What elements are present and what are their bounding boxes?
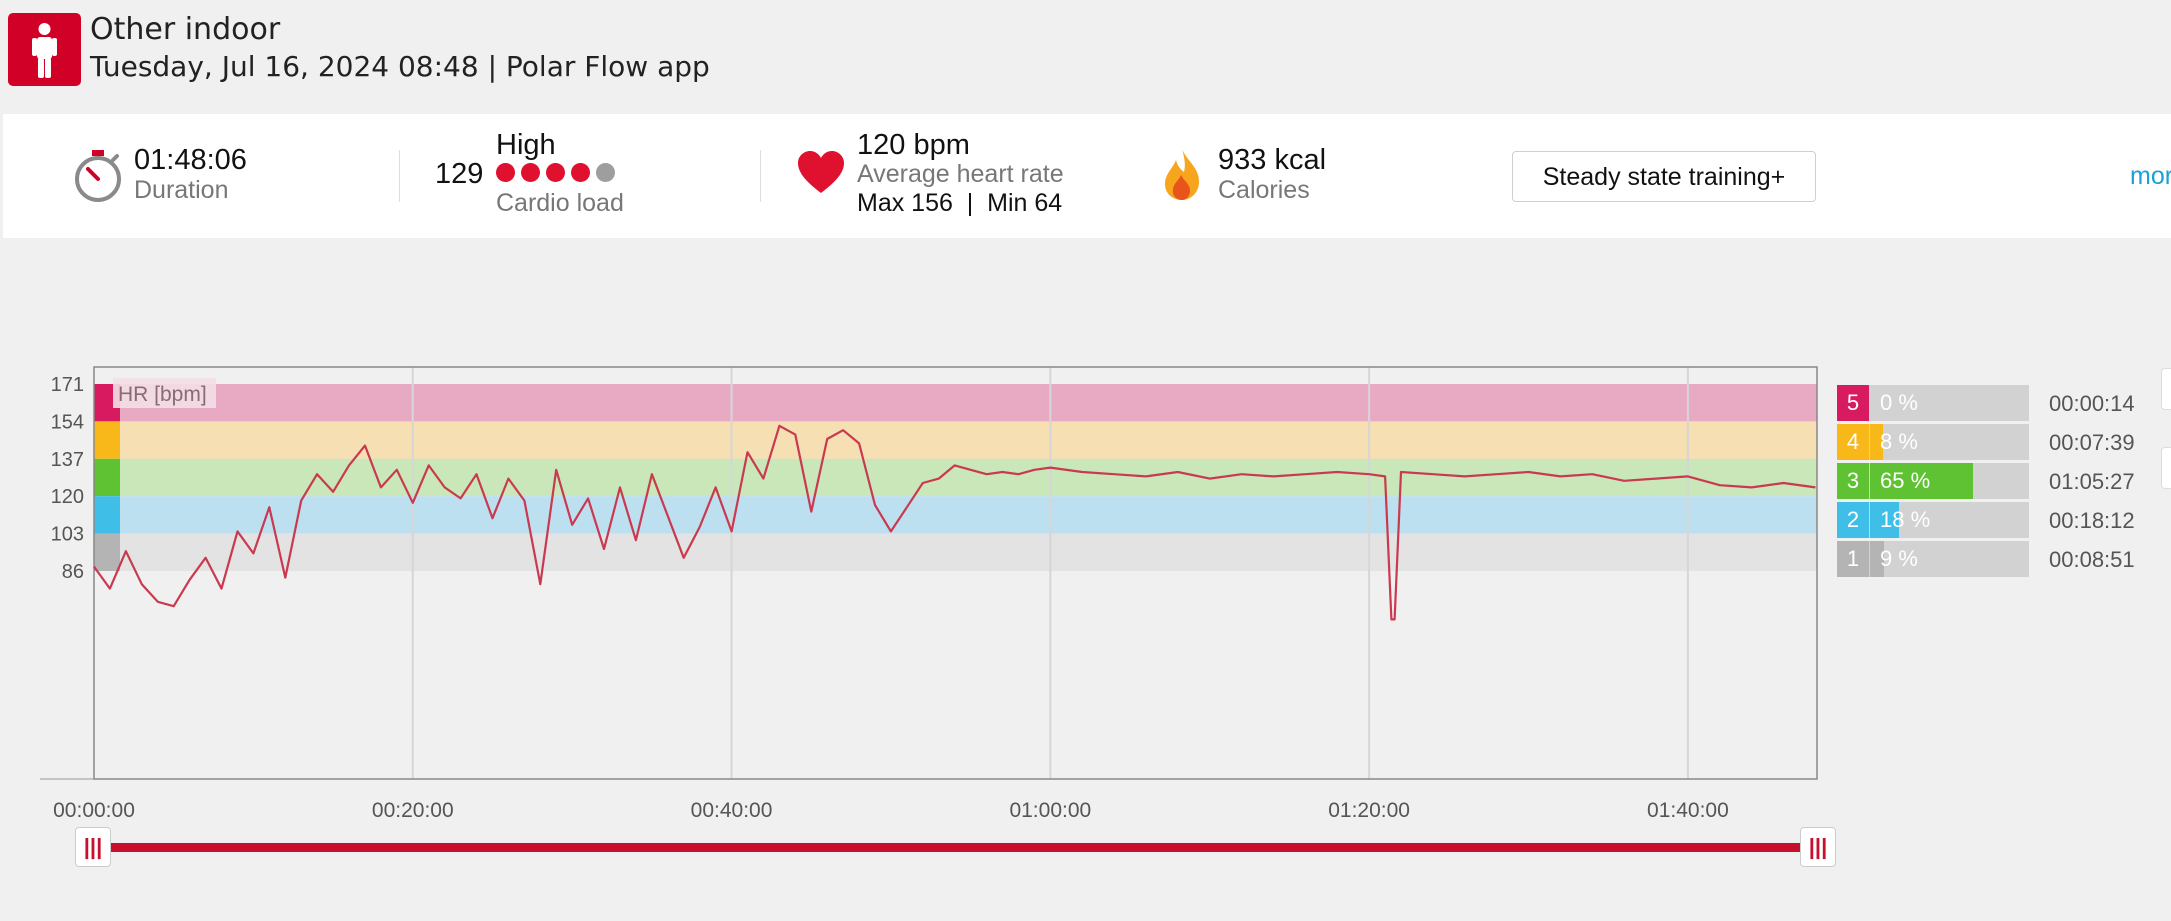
divider xyxy=(760,150,761,202)
x-tick-label: 01:20:00 xyxy=(1328,799,1410,820)
cardio-load-level: High xyxy=(496,129,556,161)
hr-series-line xyxy=(93,424,1816,621)
zone-share-bar xyxy=(1870,541,1885,577)
zone-number: 1 xyxy=(1837,541,1869,577)
side-panel-tab[interactable] xyxy=(2161,447,2171,489)
hr-zone-marker xyxy=(94,533,120,571)
heart-rate-chart: 171 154 137 120 103 86 00:00:00 00:20:00 00:40:… xyxy=(40,366,1818,820)
y-tick-label: 154 xyxy=(51,411,84,433)
zone-number: 2 xyxy=(1837,502,1869,538)
side-panel-tab[interactable] xyxy=(2161,368,2171,410)
x-tick-label: 01:00:00 xyxy=(1009,799,1091,820)
range-slider-track[interactable] xyxy=(94,843,1818,852)
zone-share-bar xyxy=(1870,463,1974,499)
load-dot-icon xyxy=(571,163,590,182)
calories-value: 933 kcal xyxy=(1218,144,1327,176)
avg-hr-value: 120 bpm xyxy=(857,129,970,161)
zone-percent: 18 % xyxy=(1880,507,1931,532)
zone-legend-row: 1 9 % xyxy=(1837,541,2029,577)
load-dot-icon xyxy=(496,163,515,182)
cardio-load-value: 129 xyxy=(435,158,484,190)
more-link[interactable]: mor xyxy=(2130,162,2171,190)
zone-number: 3 xyxy=(1837,463,1869,499)
person-standing-icon xyxy=(32,23,57,78)
zone-share-bar xyxy=(1870,502,1899,538)
y-tick-label: 86 xyxy=(62,561,84,583)
max-min-hr: Max 156 | Min 64 xyxy=(857,189,1063,217)
hr-zone-marker xyxy=(94,458,120,497)
heart-icon xyxy=(798,151,844,193)
hr-zone-band xyxy=(94,496,1817,534)
zone-share-bar xyxy=(1870,424,1883,460)
divider xyxy=(399,150,400,202)
zone-legend-row: 3 65 % xyxy=(1837,463,2029,499)
x-tick-label: 01:40:00 xyxy=(1647,799,1729,820)
zone-percent: 65 % xyxy=(1880,468,1931,493)
activity-type-icon xyxy=(8,13,81,86)
load-dot-icon xyxy=(521,163,540,182)
hr-zone-marker xyxy=(94,421,120,459)
activity-datetime-source: Tuesday, Jul 16, 2024 08:48 | Polar Flow… xyxy=(90,50,710,83)
zone-legend-row: 2 18 % xyxy=(1837,502,2029,538)
y-tick-label: 120 xyxy=(51,486,84,508)
zone-percent: 0 % xyxy=(1880,390,1918,415)
summary-bar xyxy=(3,114,2171,238)
zone-time: 00:07:39 xyxy=(2049,430,2135,455)
flame-icon xyxy=(1165,149,1200,200)
calories-label: Calories xyxy=(1218,176,1310,204)
hr-zone-marker xyxy=(94,496,120,534)
x-tick-label: 00:40:00 xyxy=(691,799,773,820)
chart-legend-box xyxy=(113,378,216,408)
chart-legend-label: HR [bpm] xyxy=(118,383,207,406)
cardio-load-label: Cardio load xyxy=(496,189,624,217)
zone-time: 00:00:14 xyxy=(2049,391,2135,416)
zone-number: 4 xyxy=(1837,424,1869,460)
zone-time: 01:05:27 xyxy=(2049,469,2135,494)
stopwatch-icon xyxy=(75,150,121,202)
plot-frame xyxy=(93,366,1818,780)
y-tick-label: 103 xyxy=(51,524,84,546)
range-end-handle[interactable]: ||| xyxy=(1800,827,1836,867)
zone-time: 00:08:51 xyxy=(2049,547,2135,572)
y-tick-label: 137 xyxy=(51,449,84,471)
duration-label: Duration xyxy=(134,176,229,204)
cardio-load-dots xyxy=(496,163,621,182)
duration-value: 01:48:06 xyxy=(134,144,247,176)
training-benefit-button[interactable]: Steady state training+ xyxy=(1512,151,1816,202)
range-start-handle[interactable]: ||| xyxy=(75,827,111,867)
load-dot-icon xyxy=(546,163,565,182)
zone-percent: 8 % xyxy=(1880,429,1918,454)
hr-zone-band xyxy=(94,533,1817,571)
x-tick-label: 00:20:00 xyxy=(372,799,454,820)
hr-zone-band xyxy=(94,384,1817,422)
zone-legend-row: 5 0 % xyxy=(1837,385,2029,421)
zone-number: 5 xyxy=(1837,385,1869,421)
y-tick-label: 171 xyxy=(51,374,84,396)
zone-percent: 9 % xyxy=(1880,546,1918,571)
hr-zone-band xyxy=(94,421,1817,459)
zone-legend-row: 4 8 % xyxy=(1837,424,2029,460)
zone-time: 00:18:12 xyxy=(2049,508,2135,533)
avg-hr-label: Average heart rate xyxy=(857,160,1064,188)
x-tick-label: 00:00:00 xyxy=(53,799,135,820)
activity-title: Other indoor xyxy=(90,12,281,47)
hr-zone-band xyxy=(94,458,1817,497)
load-dot-icon xyxy=(596,163,615,182)
